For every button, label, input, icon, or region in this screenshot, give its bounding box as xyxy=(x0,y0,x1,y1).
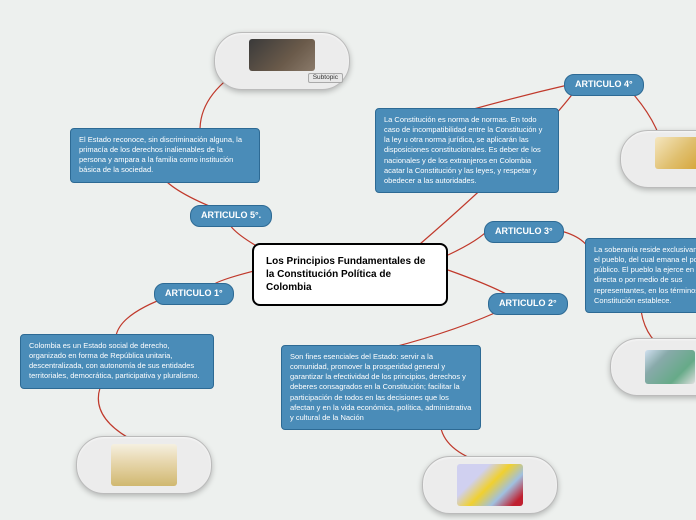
article-label: ARTICULO 4° xyxy=(575,79,633,89)
text-content: Colombia es un Estado social de derecho,… xyxy=(29,341,199,380)
subtopic-label: Subtopic xyxy=(308,73,343,83)
image-placeholder xyxy=(457,464,523,506)
article-label: ARTICULO 3° xyxy=(495,226,553,236)
image-placeholder xyxy=(249,39,315,71)
text-content: El Estado reconoce, sin discriminación a… xyxy=(79,135,242,174)
text-article-5[interactable]: El Estado reconoce, sin discriminación a… xyxy=(70,128,260,183)
image-placeholder xyxy=(111,444,177,486)
text-content: La soberanía reside exclusivamente en el… xyxy=(594,245,696,305)
article-label: ARTICULO 2° xyxy=(499,298,557,308)
article-4[interactable]: ARTICULO 4° xyxy=(564,74,644,96)
article-2[interactable]: ARTICULO 2° xyxy=(488,293,568,315)
center-title: Los Principios Fundamentales de la Const… xyxy=(266,256,425,293)
article-3[interactable]: ARTICULO 3° xyxy=(484,221,564,243)
article-label: ARTICULO 5°. xyxy=(201,210,261,220)
text-article-1[interactable]: Colombia es un Estado social de derecho,… xyxy=(20,334,214,389)
article-5[interactable]: ARTICULO 5°. xyxy=(190,205,272,227)
text-article-4[interactable]: La Constitución es norma de normas. En t… xyxy=(375,108,559,193)
image-box-a4[interactable]: Subtopic xyxy=(620,130,696,188)
image-box-a1[interactable] xyxy=(76,436,212,494)
text-article-3[interactable]: La soberanía reside exclusivamente en el… xyxy=(585,238,696,313)
text-content: La Constitución es norma de normas. En t… xyxy=(384,115,542,185)
text-content: Son fines esenciales del Estado: servir … xyxy=(290,352,471,422)
article-1[interactable]: ARTICULO 1° xyxy=(154,283,234,305)
center-node[interactable]: Los Principios Fundamentales de la Const… xyxy=(252,243,448,306)
image-box-a3[interactable] xyxy=(610,338,696,396)
image-box-a5[interactable]: Subtopic xyxy=(214,32,350,90)
article-label: ARTICULO 1° xyxy=(165,288,223,298)
image-placeholder xyxy=(645,350,695,384)
image-placeholder xyxy=(655,137,696,169)
image-box-a2[interactable] xyxy=(422,456,558,514)
text-article-2[interactable]: Son fines esenciales del Estado: servir … xyxy=(281,345,481,430)
